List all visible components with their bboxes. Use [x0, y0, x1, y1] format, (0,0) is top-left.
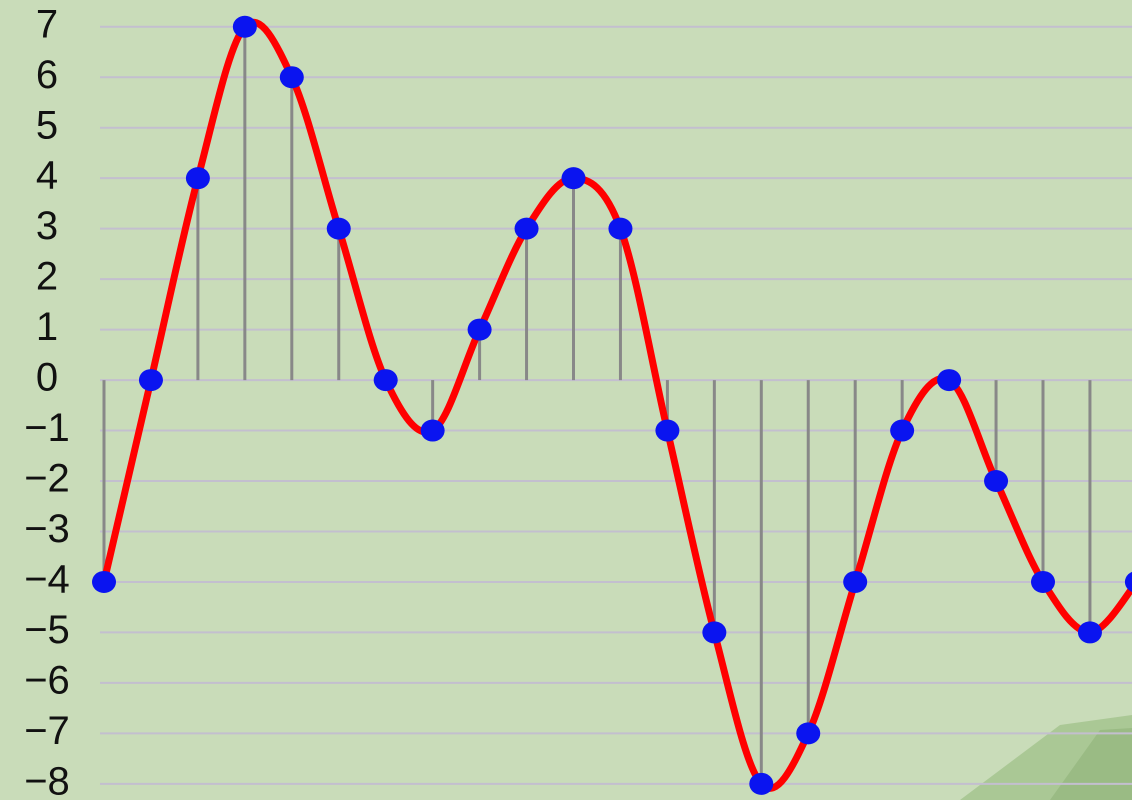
y-tick-label: −1	[24, 406, 70, 450]
sample-dot	[186, 167, 210, 189]
sample-dot	[749, 773, 773, 795]
y-tick-label: −8	[24, 759, 70, 800]
signal-curve	[104, 22, 1132, 788]
page: 76543210−1−2−3−4−5−6−7−8 (() => { const …	[0, 0, 1132, 800]
y-tick-label: −4	[24, 558, 70, 602]
sample-dot	[280, 66, 304, 88]
y-tick-label: −7	[24, 709, 70, 753]
sample-dot	[937, 369, 961, 391]
y-tick-label: 4	[36, 154, 58, 198]
y-tick-label: 2	[36, 255, 58, 299]
y-tick-label: 6	[36, 53, 58, 97]
sample-dot	[327, 218, 351, 240]
y-tick-label: 0	[36, 356, 58, 400]
sample-dot	[139, 369, 163, 391]
sample-dot	[515, 218, 539, 240]
sample-dot	[1078, 621, 1102, 643]
sample-dot	[92, 571, 116, 593]
y-tick-label: −3	[24, 507, 70, 551]
y-tick-label: 7	[36, 2, 58, 46]
y-tick-label: 5	[36, 103, 58, 147]
sample-dot	[796, 722, 820, 744]
sample-dot	[890, 420, 914, 442]
sample-dot	[655, 420, 679, 442]
sample-dot	[233, 16, 257, 38]
sample-dot	[1031, 571, 1055, 593]
sample-dot	[374, 369, 398, 391]
sample-dot	[702, 621, 726, 643]
y-tick-label: −5	[24, 608, 70, 652]
y-tick-label: −2	[24, 457, 70, 501]
sample-dot	[562, 167, 586, 189]
sample-dot	[468, 319, 492, 341]
y-tick-label: −6	[24, 658, 70, 702]
sample-dot	[843, 571, 867, 593]
sample-dot	[1125, 571, 1132, 593]
sample-dot	[984, 470, 1008, 492]
y-tick-label: 3	[36, 204, 58, 248]
sample-dot	[608, 218, 632, 240]
y-tick-label: 1	[36, 305, 58, 349]
sample-dot	[421, 420, 445, 442]
chart: 7 6 5 4 3 2 1 0 −1 −2 −3 −4 −5 −6 −7 −8	[0, 0, 1132, 800]
